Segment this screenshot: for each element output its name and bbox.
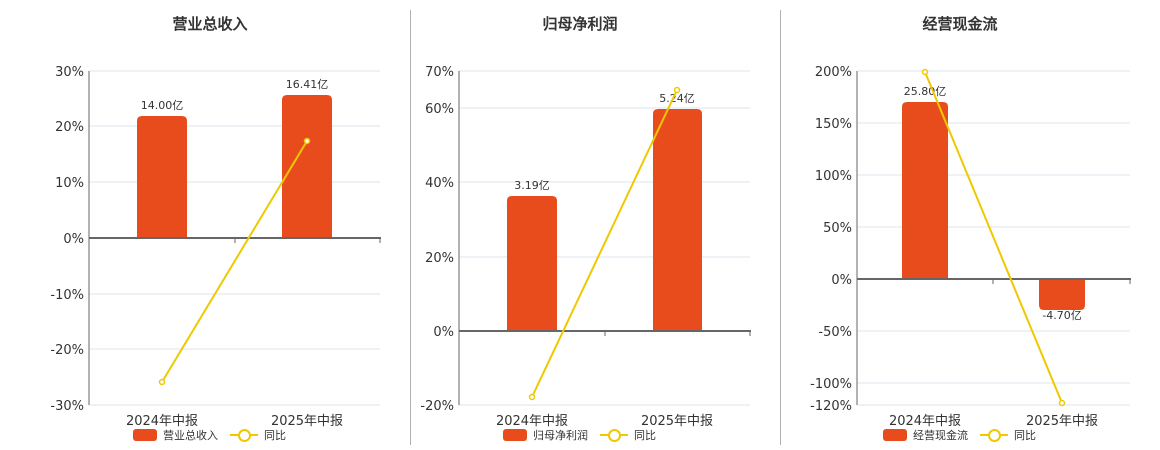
svg-text:200%: 200% [815, 65, 852, 80]
line-legend-label[interactable]: 同比 [264, 429, 286, 442]
chart-title: 经营现金流 [922, 15, 998, 33]
yoy-point[interactable] [921, 68, 929, 76]
bar-label: 3.19亿 [514, 179, 550, 192]
yoy-line [924, 71, 1063, 404]
chart-title: 归母净利润 [542, 15, 618, 33]
yoy-point[interactable] [158, 378, 166, 386]
svg-text:-120%: -120% [810, 399, 852, 414]
legend: 经营现金流 同比 [883, 427, 1036, 443]
svg-text:-30%: -30% [50, 399, 84, 414]
line-legend-label[interactable]: 同比 [634, 429, 656, 442]
yoy-line [161, 140, 308, 383]
svg-text:-10%: -10% [50, 288, 84, 303]
bar-2024[interactable] [507, 196, 557, 331]
svg-text:150%: 150% [815, 117, 852, 132]
svg-text:60%: 60% [425, 102, 454, 117]
bar-label: 5.24亿 [659, 92, 695, 105]
x-label: 2024年中报 [126, 414, 198, 429]
svg-text:-100%: -100% [810, 377, 852, 392]
svg-text:100%: 100% [815, 169, 852, 184]
line-legend-icon[interactable] [600, 428, 628, 442]
chart-panel-net-profit: 归母净利润 70% 60% 40% 20% 0% -20% 3.19亿 5.24… [420, 15, 751, 443]
bar-label: 14.00亿 [141, 99, 184, 112]
bar-label: -4.70亿 [1042, 309, 1081, 322]
chart-title: 营业总收入 [172, 15, 248, 33]
x-axis [857, 278, 1131, 284]
chart-plot-revenue: 30% 20% 10% 0% -10% -20% -30% 14.00亿 16.… [50, 65, 381, 429]
yoy-point[interactable] [528, 393, 536, 401]
x-label: 2025年中报 [1026, 414, 1098, 429]
panel-divider [780, 10, 781, 445]
y-axis-labels: 200% 150% 100% 50% 0% -50% -100% -120% [810, 65, 852, 414]
bar-label: 25.80亿 [904, 85, 947, 98]
x-axis [89, 237, 381, 243]
yoy-line [531, 89, 678, 398]
svg-text:40%: 40% [425, 176, 454, 191]
bar-2025[interactable] [653, 109, 702, 331]
bar-legend-swatch[interactable] [883, 429, 907, 441]
svg-text:0%: 0% [433, 325, 454, 340]
chart-panel-revenue: 营业总收入 30% 20% 10% 0% -10% -20% -30% 14.0… [0, 0, 400, 450]
yoy-point[interactable] [303, 137, 311, 145]
y-axis-labels: 30% 20% 10% 0% -10% -20% -30% [50, 65, 84, 414]
bar-legend-label[interactable]: 营业总收入 [163, 429, 218, 442]
bar-2025[interactable] [282, 95, 332, 238]
yoy-point[interactable] [1058, 399, 1066, 407]
bar-legend-swatch[interactable] [133, 429, 157, 441]
x-label: 2025年中报 [271, 414, 343, 429]
panel-divider [410, 10, 411, 445]
legend: 营业总收入 同比 [133, 427, 286, 443]
svg-text:20%: 20% [55, 120, 84, 135]
bar-2024[interactable] [137, 116, 187, 238]
svg-text:50%: 50% [823, 221, 852, 236]
line-legend-icon[interactable] [230, 428, 258, 442]
legend: 归母净利润 同比 [503, 427, 656, 443]
x-label: 2024年中报 [496, 414, 568, 429]
svg-text:70%: 70% [425, 65, 454, 80]
x-label: 2024年中报 [889, 414, 961, 429]
yoy-point[interactable] [673, 86, 681, 94]
chart-plot-net-profit: 70% 60% 40% 20% 0% -20% 3.19亿 5.24亿 2024… [420, 65, 751, 429]
bar-label: 16.41亿 [286, 78, 329, 91]
svg-text:0%: 0% [63, 232, 84, 247]
svg-text:-20%: -20% [420, 399, 454, 414]
svg-text:20%: 20% [425, 251, 454, 266]
x-label: 2025年中报 [641, 414, 713, 429]
x-axis [459, 330, 751, 336]
bar-2025[interactable] [1039, 279, 1085, 310]
line-legend-icon[interactable] [980, 428, 1008, 442]
svg-text:0%: 0% [831, 273, 852, 288]
svg-text:10%: 10% [55, 176, 84, 191]
line-legend-label[interactable]: 同比 [1014, 429, 1036, 442]
svg-text:-20%: -20% [50, 343, 84, 358]
bar-legend-label[interactable]: 经营现金流 [913, 429, 968, 442]
bar-2024[interactable] [902, 102, 948, 279]
y-axis-labels: 70% 60% 40% 20% 0% -20% [420, 65, 454, 414]
bar-legend-swatch[interactable] [503, 429, 527, 441]
svg-text:30%: 30% [55, 65, 84, 80]
svg-text:-50%: -50% [818, 325, 852, 340]
bar-legend-label[interactable]: 归母净利润 [533, 429, 588, 442]
